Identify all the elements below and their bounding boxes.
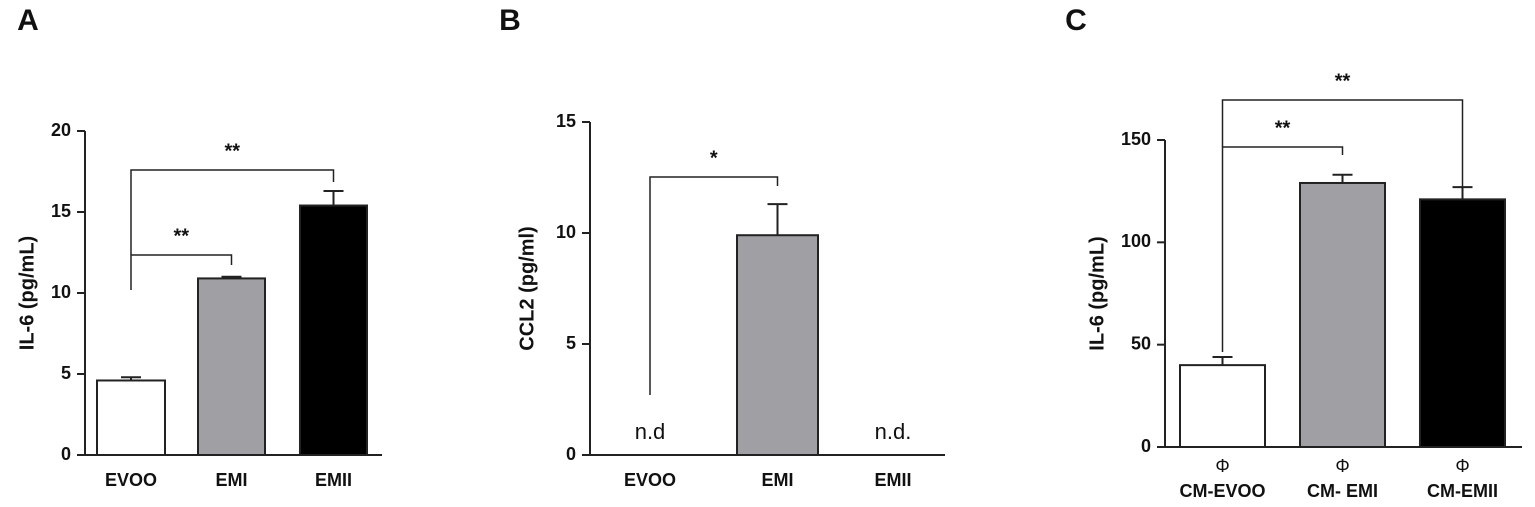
x-tick-label: EVOO [624,470,676,490]
category-symbol: Φ [1455,456,1469,476]
x-tick-label: CM-EVOO [1179,481,1265,501]
value-label: n.d. [875,419,912,444]
y-axis-label: IL-6 (pg/mL) [16,236,38,350]
y-tick-label: 15 [556,111,576,131]
significance-label: ** [1275,117,1291,139]
significance-bracket [1221,146,1344,352]
y-axis-label: CCL2 (pg/ml) [516,226,538,350]
bar [1299,181,1386,448]
significance-bracket [1221,99,1464,187]
category-symbol: Φ [1215,456,1229,476]
significance-label: ** [1335,70,1351,92]
x-tick-label: EMI [215,470,247,490]
x-tick-label: EMII [315,470,352,490]
y-tick-label: 10 [556,222,576,242]
x-tick-label: EMII [874,470,911,490]
bar [299,204,368,456]
significance-label: ** [173,225,189,247]
panel-letter: C [1065,4,1087,37]
y-tick-label: 0 [566,444,576,464]
panel-letter: B [499,4,521,37]
significance-bracket [649,176,779,395]
bar [96,379,166,457]
y-tick-label: 10 [51,282,71,302]
y-axis-label: IL-6 (pg/mL) [1086,236,1108,350]
panel-letter: A [17,4,39,37]
bar [1179,364,1266,448]
bar [197,277,266,457]
value-label: n.d [635,419,666,444]
significance-label: ** [224,140,240,162]
significance-bracket [130,254,233,290]
y-tick-label: 5 [61,363,71,383]
y-tick-label: 0 [61,444,71,464]
category-symbol: Φ [1335,456,1349,476]
y-tick-label: 20 [51,120,71,140]
bar [1419,198,1506,448]
y-tick-label: 100 [1121,231,1151,251]
bar [736,234,819,456]
y-tick-label: 5 [566,333,576,353]
y-tick-label: 0 [1141,436,1151,456]
y-tick-label: 150 [1121,129,1151,149]
significance-label: * [710,147,718,169]
x-tick-label: CM-EMII [1427,481,1498,501]
y-tick-label: 15 [51,201,71,221]
x-tick-label: EMI [761,470,793,490]
x-tick-label: EVOO [105,470,157,490]
x-tick-label: CM- EMI [1307,481,1378,501]
y-tick-label: 50 [1131,333,1151,353]
significance-bracket [130,169,335,255]
